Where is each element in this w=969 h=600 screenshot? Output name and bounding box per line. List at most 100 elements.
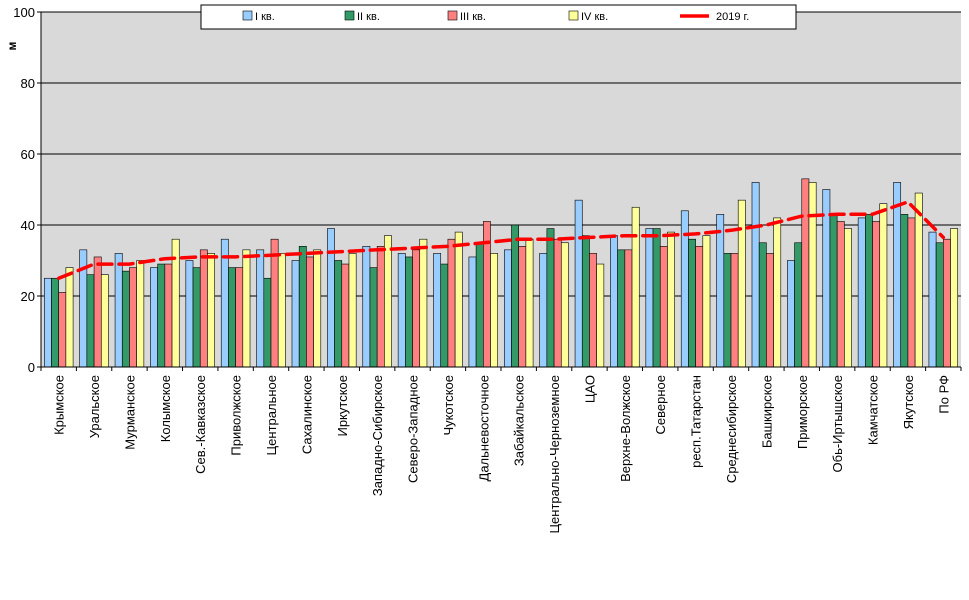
bar-3-2 (129, 267, 137, 368)
x-category-label: Уральское (87, 375, 102, 438)
bar-3-6 (270, 238, 279, 368)
bar-4-18 (702, 235, 711, 368)
bar-2-12 (475, 242, 484, 368)
bar-4-16 (631, 206, 640, 368)
axes (37, 11, 962, 371)
bar-3-24 (907, 217, 916, 368)
bar-4-17 (667, 231, 675, 368)
y-tick-label: 0 (28, 360, 35, 375)
bar-3-4 (199, 249, 208, 368)
x-category-label: Дальневосточное (476, 375, 491, 481)
bar-2-22 (829, 214, 838, 368)
bar-1-2 (114, 253, 123, 368)
bar-3-25 (943, 238, 951, 368)
legend: I кв. II кв. III кв. IV кв. 2019 г. (200, 4, 797, 30)
bar-1-3 (150, 267, 158, 368)
x-category-label: ЦАО (582, 375, 597, 403)
x-category-label: Северо-Западное (406, 375, 421, 483)
y-tick-labels: 0 20 40 60 80 100 (13, 5, 35, 375)
bar-4-20 (773, 217, 782, 368)
bar-2-11 (440, 263, 449, 368)
bar-3-0 (58, 292, 67, 368)
bar-4-5 (242, 249, 251, 368)
bar-2-9 (369, 267, 378, 368)
bar-3-13 (518, 246, 527, 368)
bar-1-23 (857, 217, 866, 368)
bar-3-5 (235, 267, 244, 368)
bar-4-22 (844, 228, 852, 368)
bar-3-16 (624, 249, 633, 368)
bar-3-8 (341, 263, 350, 368)
y-tick-label: 20 (21, 289, 35, 304)
bar-1-20 (751, 182, 760, 368)
bar-3-10 (412, 249, 421, 368)
bar-4-15 (596, 263, 605, 368)
x-category-label: По РФ (936, 375, 951, 414)
bar-4-0 (65, 267, 74, 368)
bar-2-14 (546, 228, 555, 368)
x-category-label: респ.Татарстан (689, 375, 704, 468)
bar-1-11 (433, 253, 442, 368)
bar-4-2 (136, 260, 145, 368)
bar-3-15 (589, 253, 597, 368)
bar-2-25 (935, 242, 944, 368)
bar-3-20 (766, 253, 774, 368)
legend-swatch-1 (242, 10, 253, 21)
x-category-label: Приволжское (229, 375, 244, 456)
bar-4-9 (384, 235, 392, 368)
bar-1-25 (928, 231, 937, 368)
bar-4-10 (419, 238, 428, 368)
bar-2-20 (758, 242, 767, 368)
bar-1-4 (185, 260, 194, 368)
bar-3-21 (801, 178, 810, 368)
bar-2-10 (405, 256, 413, 368)
x-category-label: Иркутское (335, 375, 350, 437)
y-axis-label: м (5, 41, 19, 50)
x-category-label: Камчатское (866, 375, 881, 445)
bar-4-12 (490, 253, 499, 368)
plot-area (37, 11, 962, 371)
bar-4-13 (525, 238, 534, 368)
bar-4-6 (277, 253, 286, 368)
bar-3-17 (659, 246, 668, 368)
legend-label-line: 2019 г. (716, 11, 749, 23)
bar-4-1 (100, 274, 109, 368)
bar-1-9 (362, 246, 371, 368)
bar-1-14 (539, 253, 548, 368)
bar-4-19 (737, 199, 746, 368)
x-category-label: Колымское (158, 375, 173, 442)
bar-3-22 (836, 221, 845, 368)
bar-2-18 (688, 238, 696, 368)
legend-swatch-4 (568, 10, 579, 21)
x-category-label: Якутское (901, 375, 916, 429)
bar-2-5 (228, 267, 236, 368)
bar-2-8 (334, 260, 343, 368)
legend-swatch-3 (447, 10, 458, 21)
bar-3-11 (447, 238, 456, 368)
bar-1-7 (291, 260, 300, 368)
legend-swatch-2 (344, 10, 355, 21)
x-category-label: Среднесибирское (724, 375, 739, 483)
bar-3-23 (872, 221, 881, 368)
bar-2-13 (511, 224, 519, 368)
x-category-label: Мурманское (122, 375, 137, 450)
bar-1-10 (397, 253, 406, 368)
bar-1-24 (893, 182, 902, 368)
bar-3-9 (376, 246, 385, 368)
bar-2-4 (192, 267, 201, 368)
x-category-label: Обь-Иртышское (830, 375, 845, 472)
bar-2-6 (263, 277, 272, 368)
bar-3-3 (164, 263, 173, 368)
trend-line-path (56, 199, 946, 281)
x-category-label: Центрально-Черноземное (547, 375, 562, 534)
x-category-label: Западно-Сибирское (370, 375, 385, 496)
x-category-label: Северное (653, 375, 668, 434)
bar-1-16 (610, 235, 618, 368)
bar-2-19 (723, 253, 732, 368)
bar-4-23 (879, 203, 888, 368)
x-category-label: Чукотское (441, 375, 456, 436)
x-category-label: Сахалинское (299, 375, 314, 454)
bar-1-17 (645, 228, 654, 368)
y-tick-label: 100 (13, 5, 35, 20)
